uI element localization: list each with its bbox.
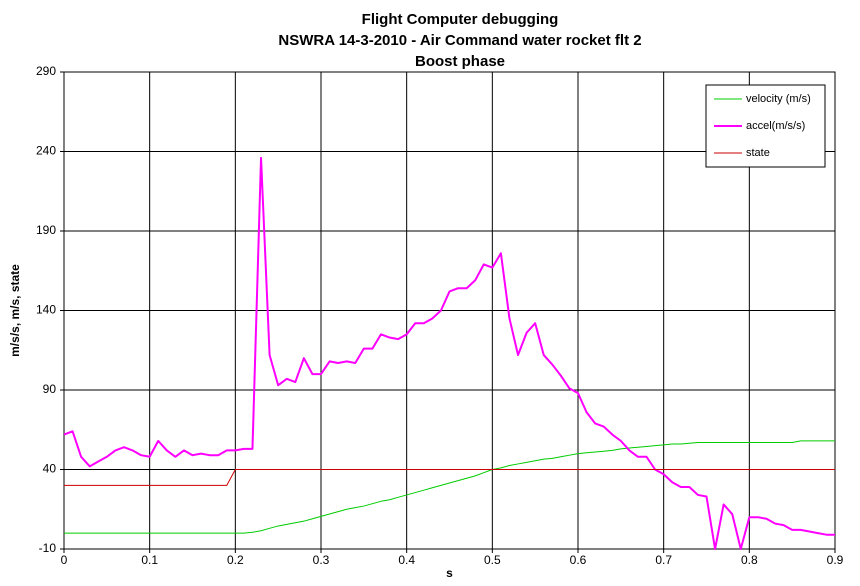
y-tick-label: -10 [39, 541, 57, 555]
x-tick-label: 0.6 [570, 553, 587, 567]
y-tick-label: 290 [36, 64, 56, 78]
chart-title: NSWRA 14-3-2010 - Air Command water rock… [278, 32, 641, 49]
x-tick-label: 0.7 [655, 553, 672, 567]
y-axis-label: m/s/s, m/s, state [8, 264, 22, 357]
x-tick-label: 0.2 [227, 553, 244, 567]
legend-label: accel(m/s/s) [746, 120, 805, 132]
y-tick-label: 240 [36, 144, 56, 158]
chart-title: Flight Computer debugging [362, 11, 559, 28]
x-tick-label: 0 [61, 553, 68, 567]
legend-label: state [746, 147, 770, 159]
y-tick-label: 40 [43, 462, 57, 476]
x-tick-label: 0.9 [827, 553, 844, 567]
y-tick-label: 190 [36, 223, 56, 237]
series-line [63, 156, 835, 550]
x-tick-label: 0.3 [313, 553, 330, 567]
x-axis-label: s [446, 566, 453, 580]
x-tick-label: 0.1 [141, 553, 158, 567]
chart-title: Boost phase [415, 53, 505, 70]
y-tick-label: 140 [36, 303, 56, 317]
plot-border [63, 71, 836, 550]
x-tick-label: 0.5 [484, 553, 501, 567]
series-line [64, 469, 835, 486]
legend-label: velocity (m/s) [746, 93, 811, 105]
x-tick-label: 0.8 [741, 553, 758, 567]
y-tick-label: 90 [43, 382, 57, 396]
x-tick-label: 0.4 [398, 553, 415, 567]
series-line [64, 440, 835, 534]
